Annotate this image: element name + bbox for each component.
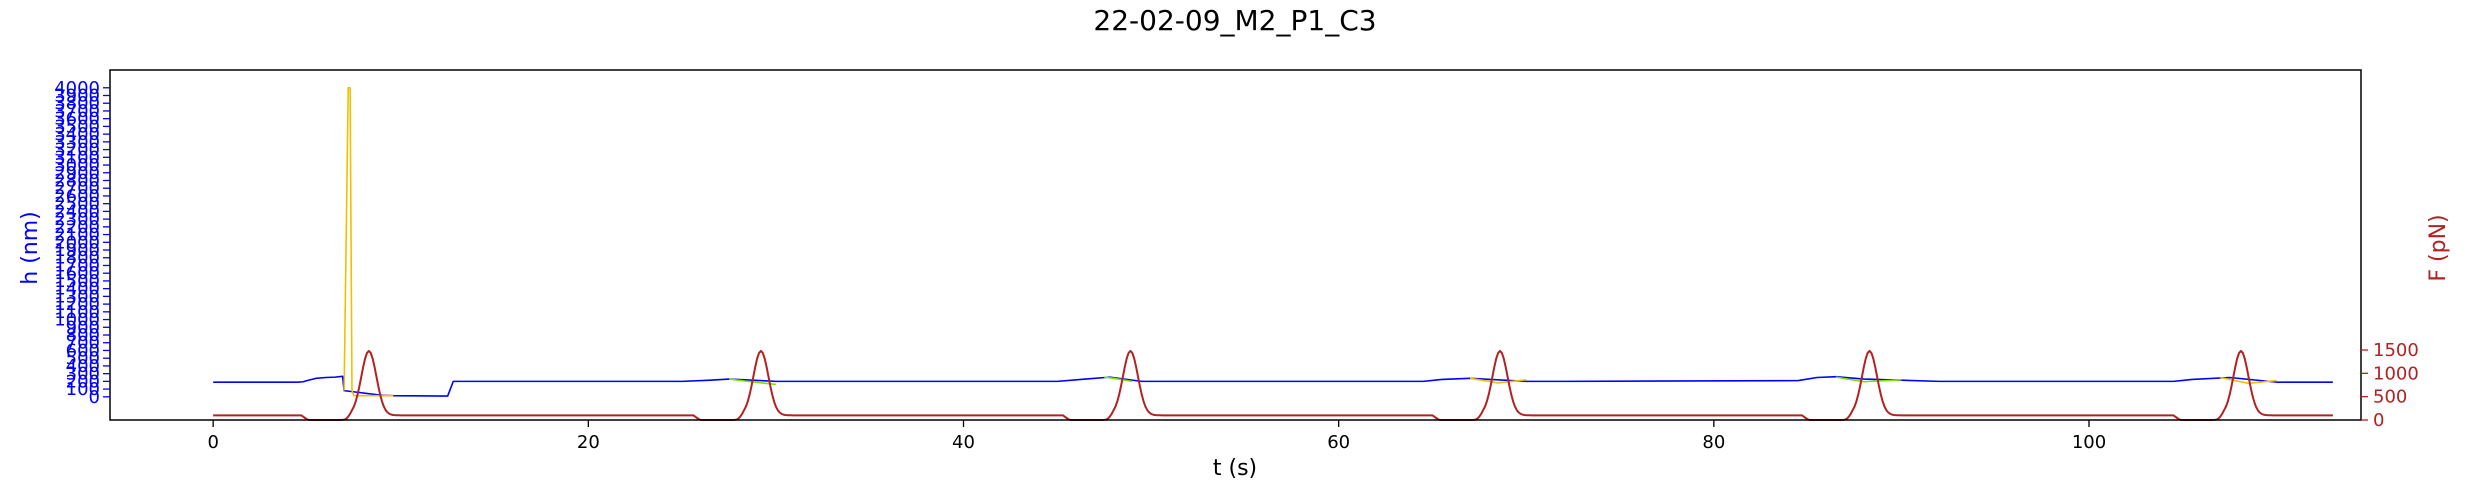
y-right-tick-label-3: 1500	[2373, 340, 2419, 361]
y-left-tick-label-5: 500	[66, 348, 100, 369]
y-right-tick-label-0: 0	[2373, 410, 2384, 431]
y-left-tick-label-12: 1200	[54, 294, 100, 315]
y-left-tick-label-34: 3400	[54, 124, 100, 145]
y-left-tick-label-16: 1600	[54, 263, 100, 284]
series-line-3	[1104, 376, 1133, 383]
y-left-tick-label-21: 2100	[54, 225, 100, 246]
y-left-tick-label-2: 200	[66, 371, 100, 392]
y-left-tick-label-27: 2700	[54, 178, 100, 199]
y-left-tick-label-36: 3600	[54, 109, 100, 130]
x-tick-label-1: 20	[577, 432, 600, 453]
y-left-tick-label-40: 4000	[54, 78, 100, 99]
x-tick-label-4: 80	[1702, 432, 1725, 453]
x-tick-label-2: 40	[952, 432, 975, 453]
y-left-tick-label-26: 2600	[54, 186, 100, 207]
y-left-tick-label-30: 3000	[54, 155, 100, 176]
y-left-tick-label-13: 1300	[54, 286, 100, 307]
x-tick-label-0: 0	[207, 432, 218, 453]
y-left-tick-label-24: 2400	[54, 201, 100, 222]
series-line-6	[2220, 376, 2277, 385]
y-left-tick-label-0: 0	[89, 387, 100, 408]
series-line-1	[343, 86, 394, 397]
y-left-tick-label-32: 3200	[54, 140, 100, 161]
y-left-axis: 0100200300400500600700800900100011001200…	[54, 78, 110, 408]
y-right-tick-label-2: 1000	[2373, 363, 2419, 384]
series-line-4	[1469, 377, 1527, 384]
x-axis-label: t (s)	[1213, 456, 1257, 481]
y-left-tick-label-11: 1100	[54, 302, 100, 323]
x-tick-label-5: 100	[2072, 432, 2106, 453]
y-left-tick-label-1: 100	[66, 379, 100, 400]
y-left-tick-label-25: 2500	[54, 194, 100, 215]
plot-frame	[109, 69, 2362, 421]
y-left-tick-label-15: 1500	[54, 271, 100, 292]
series-layer	[213, 86, 2333, 421]
y-left-tick-label-14: 1400	[54, 279, 100, 300]
series-line-2	[728, 378, 777, 386]
series-line-5	[1835, 376, 1902, 383]
y-left-tick-label-10: 1000	[54, 310, 100, 331]
y-left-tick-label-17: 1700	[54, 255, 100, 276]
series-line-0	[213, 375, 2333, 397]
y-left-tick-label-6: 600	[66, 340, 100, 361]
y-left-tick-label-4: 400	[66, 356, 100, 377]
x-tick-label-3: 60	[1327, 432, 1350, 453]
y-right-axis-label: F (pN)	[2426, 214, 2451, 281]
y-left-axis-label: h (nm)	[18, 211, 43, 284]
y-left-tick-label-31: 3100	[54, 147, 100, 168]
chart-title: 22-02-09_M2_P1_C3	[1093, 4, 1376, 37]
y-left-tick-label-8: 800	[66, 325, 100, 346]
y-left-tick-label-29: 2900	[54, 163, 100, 184]
y-left-tick-label-39: 3900	[54, 85, 100, 106]
y-left-tick-label-33: 3300	[54, 132, 100, 153]
y-left-tick-label-23: 2300	[54, 209, 100, 230]
y-left-tick-label-22: 2200	[54, 217, 100, 238]
y-left-tick-label-20: 2000	[54, 232, 100, 253]
plot-area	[109, 69, 2362, 421]
y-left-tick-label-18: 1800	[54, 248, 100, 269]
y-right-tick-label-1: 500	[2373, 387, 2407, 408]
y-left-tick-label-35: 3500	[54, 116, 100, 137]
y-left-tick-label-38: 3800	[54, 93, 100, 114]
series-line-7	[213, 349, 2333, 421]
y-left-tick-label-37: 3700	[54, 101, 100, 122]
y-left-tick-label-19: 1900	[54, 240, 100, 261]
y-left-tick-label-3: 300	[66, 364, 100, 385]
y-left-tick-label-9: 900	[66, 317, 100, 338]
y-left-tick-label-7: 700	[66, 333, 100, 354]
x-axis: 0 20 40 60 80 100	[207, 420, 2106, 453]
y-left-tick-label-28: 2800	[54, 170, 100, 191]
